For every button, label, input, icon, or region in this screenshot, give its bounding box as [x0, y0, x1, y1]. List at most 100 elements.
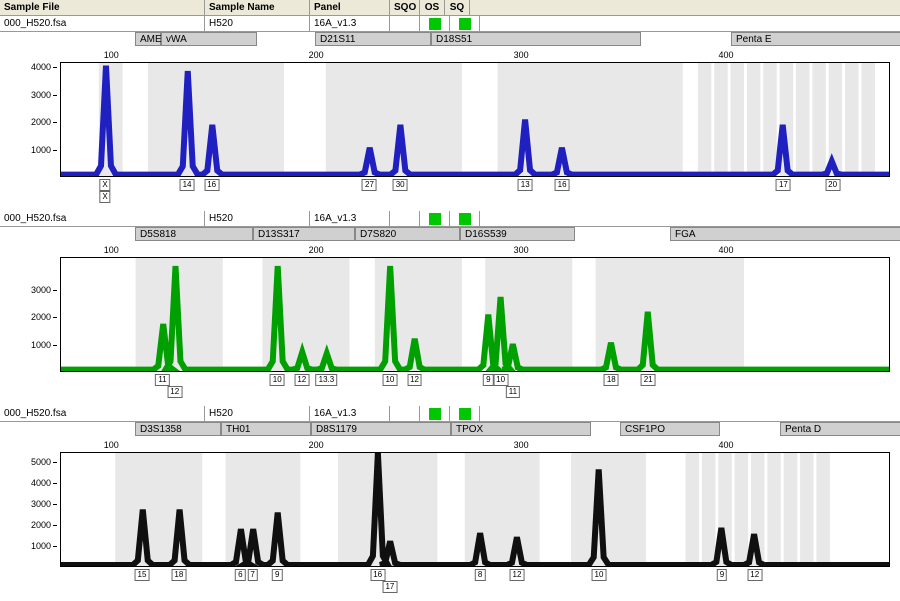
allele-label-row: 1518679161781210912: [60, 569, 890, 593]
allele-label: 7: [247, 569, 257, 581]
x-tick-label: 400: [719, 245, 734, 255]
allele-label: 15: [135, 569, 150, 581]
x-tick-label: 100: [104, 440, 119, 450]
y-tick-label: 4000: [1, 62, 51, 72]
x-tick-label: 300: [514, 440, 529, 450]
x-tick-label: 100: [104, 245, 119, 255]
loci-row: D5S818D13S317D7S820D16S539FGA: [60, 227, 890, 243]
plot-box: [60, 257, 890, 372]
allele-label: 27: [362, 179, 377, 191]
locus-label: D8S1179: [311, 422, 451, 436]
status-square-icon: [459, 213, 471, 225]
status-square-icon: [429, 18, 441, 30]
y-tick-label: 3000: [1, 90, 51, 100]
sample-name-cell: H520: [205, 406, 310, 421]
y-tick-label: 4000: [1, 478, 51, 488]
col-sample-file: Sample File: [0, 0, 205, 15]
electropherogram-panel: 000_H520.fsaH52016A_v1.3D5S818D13S317D7S…: [0, 211, 900, 398]
x-axis: 100 200 300 400: [60, 440, 890, 452]
y-axis: 1000 2000 3000: [0, 257, 55, 372]
x-tick-label: 400: [719, 440, 734, 450]
x-tick-label: 200: [309, 50, 324, 60]
locus-label: D5S818: [135, 227, 253, 241]
x-tick-label: 200: [309, 245, 324, 255]
col-sqo: SQO: [390, 0, 420, 15]
allele-label: 9: [272, 569, 282, 581]
locus-label: D18S51: [431, 32, 641, 46]
y-tick-label: 1000: [1, 145, 51, 155]
allele-label-row: XX1416273013161720: [60, 179, 890, 203]
allele-label: X: [99, 179, 110, 191]
allele-label: 16: [370, 569, 385, 581]
allele-label-row: 1112101213.31012910111821: [60, 374, 890, 398]
plot-box: [60, 62, 890, 177]
col-sq: SQ: [445, 0, 470, 15]
electropherogram-panel: 000_H520.fsaH52016A_v1.3D3S1358TH01D8S11…: [0, 406, 900, 593]
y-tick-label: 1000: [1, 541, 51, 551]
x-tick-label: 300: [514, 245, 529, 255]
allele-label: 18: [171, 569, 186, 581]
locus-label: Penta E: [731, 32, 900, 46]
locus-label: TH01: [221, 422, 311, 436]
sample-file-cell: 000_H520.fsa: [0, 16, 205, 31]
allele-label: 13.3: [316, 374, 338, 386]
sq-indicator: [450, 16, 480, 31]
locus-label: D7S820: [355, 227, 460, 241]
allele-label: 9: [717, 569, 727, 581]
allele-label: 12: [510, 569, 525, 581]
os-indicator: [420, 406, 450, 421]
allele-label: X: [99, 191, 110, 203]
allele-label: 12: [294, 374, 309, 386]
trace-svg: [61, 453, 889, 566]
y-tick-label: 1000: [1, 340, 51, 350]
status-square-icon: [429, 213, 441, 225]
locus-label: D21S11: [315, 32, 431, 46]
chart-area: 1002003004001000200030004000XX1416273013…: [0, 50, 900, 203]
sample-file-cell: 000_H520.fsa: [0, 406, 205, 421]
allele-label: 17: [776, 179, 791, 191]
x-tick-label: 100: [104, 50, 119, 60]
plot-box: [60, 452, 890, 567]
panel-cell: 16A_v1.3: [310, 16, 390, 31]
x-tick-label: 400: [719, 50, 734, 60]
chart-area: 1002003004001000200030004000500015186791…: [0, 440, 900, 593]
sqo-indicator: [390, 16, 420, 31]
os-indicator: [420, 16, 450, 31]
col-os: OS: [420, 0, 445, 15]
sqo-indicator: [390, 211, 420, 226]
allele-label: 17: [382, 581, 397, 593]
status-square-icon: [459, 408, 471, 420]
y-tick-label: 2000: [1, 312, 51, 322]
x-tick-label: 300: [514, 50, 529, 60]
allele-label: 9: [483, 374, 493, 386]
status-square-icon: [459, 18, 471, 30]
y-tick-label: 3000: [1, 285, 51, 295]
trace-svg: [61, 63, 889, 176]
allele-label: 12: [747, 569, 762, 581]
loci-row: D3S1358TH01D8S1179TPOXCSF1POPenta D: [60, 422, 890, 438]
col-sample-name: Sample Name: [205, 0, 310, 15]
locus-label: Penta D: [780, 422, 900, 436]
sample-file-cell: 000_H520.fsa: [0, 211, 205, 226]
allele-label: 12: [167, 386, 182, 398]
allele-label: 14: [180, 179, 195, 191]
panel-cell: 16A_v1.3: [310, 211, 390, 226]
allele-label: 21: [641, 374, 656, 386]
locus-label: TPOX: [451, 422, 591, 436]
x-tick-label: 200: [309, 440, 324, 450]
locus-label: D16S539: [460, 227, 575, 241]
y-tick-label: 2000: [1, 117, 51, 127]
sample-info-row: 000_H520.fsaH52016A_v1.3: [0, 211, 900, 227]
locus-label: vWA: [161, 32, 257, 46]
allele-label: 16: [555, 179, 570, 191]
y-axis: 10002000300040005000: [0, 452, 55, 567]
electropherogram-panel: 000_H520.fsaH52016A_v1.3 AMELvWA D21S11D18…: [0, 16, 900, 203]
sqo-indicator: [390, 406, 420, 421]
sample-info-row: 000_H520.fsaH52016A_v1.3: [0, 406, 900, 422]
sample-name-cell: H520: [205, 16, 310, 31]
allele-label: 16: [204, 179, 219, 191]
allele-label: 10: [592, 569, 607, 581]
loci-row: AMELvWAD21S11D18S51Penta E: [60, 32, 890, 48]
locus-label: AMEL: [135, 32, 161, 46]
allele-label: 10: [382, 374, 397, 386]
